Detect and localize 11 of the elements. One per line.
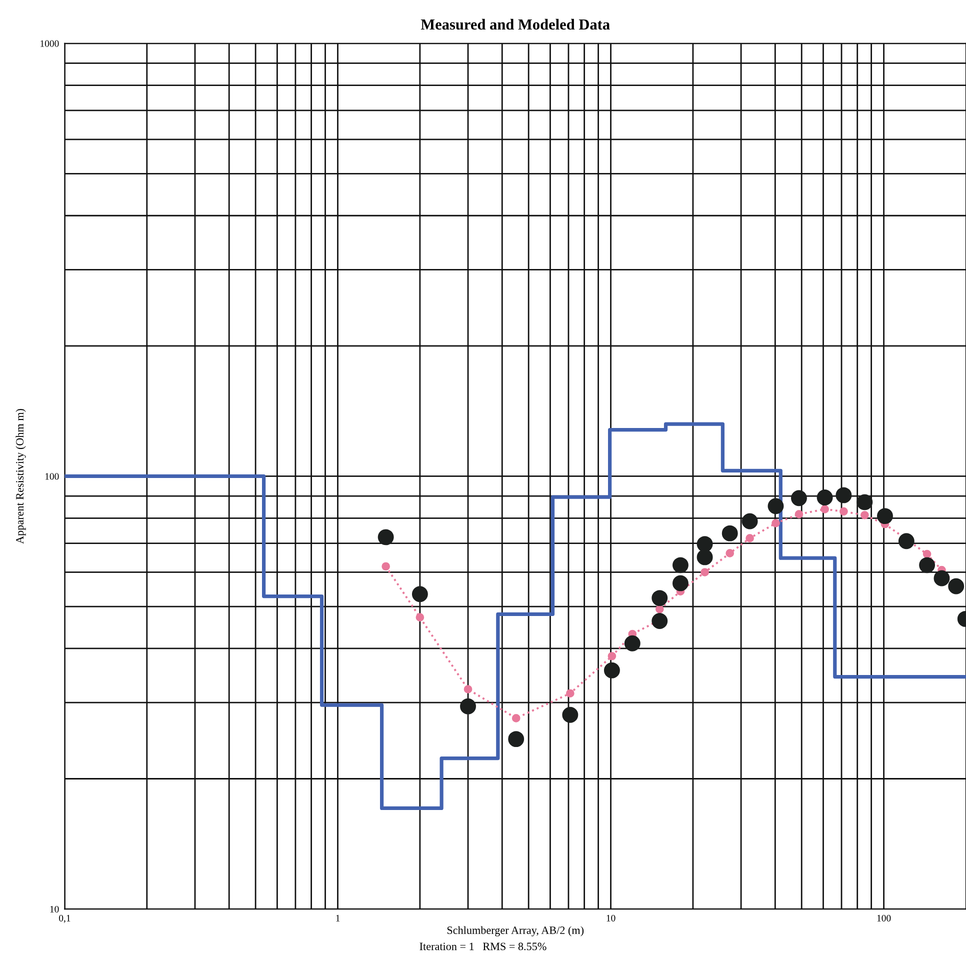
chart-title: Measured and Modeled Data: [420, 18, 610, 30]
x-axis-title: Schlumberger Array, AB/2 (m): [447, 926, 584, 936]
x-tick-label: 10: [606, 914, 616, 922]
x-tick-label: 0,1: [59, 914, 70, 923]
y-tick-label: 1000: [40, 40, 59, 47]
y-tick-label: 100: [45, 473, 59, 480]
x-tick-label: 100: [877, 914, 891, 922]
y-axis-title: Apparent Resistivity (Ohm m): [16, 408, 26, 544]
x-tick-label: 1: [336, 914, 340, 922]
text: Iteration = 1 RMS = 8.55%: [420, 942, 546, 950]
y-tick-label: 10: [50, 906, 59, 913]
